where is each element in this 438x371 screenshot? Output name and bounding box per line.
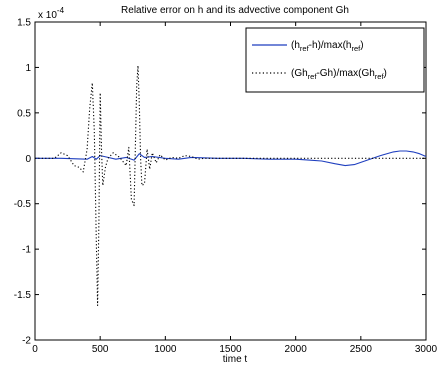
x-tick-label: 2500 (350, 344, 373, 355)
legend-h-part2: -h)/max(h (309, 40, 352, 51)
legend-h-part1: (h (291, 40, 300, 51)
y-tick-label: -1.5 (14, 290, 32, 301)
y-tick-label: -2 (22, 336, 31, 347)
series-line-gh-error (35, 65, 426, 307)
legend-gh-part3: ) (384, 68, 387, 79)
series-layer (35, 65, 427, 307)
y-tick-label: 0 (25, 154, 31, 165)
y-exponent-power: -4 (57, 6, 65, 15)
legend-entry-gh: (Ghref-Gh)/max(Ghref) (291, 68, 387, 81)
x-tick-label: 0 (32, 344, 38, 355)
legend-h-sub2: ref (351, 44, 361, 53)
y-axis-ticks: -2 -1.5 -1 -0.5 0 0.5 1 1.5 (14, 18, 426, 347)
y-exponent-label: x 10-4 (38, 6, 65, 21)
y-tick-label: 1 (25, 63, 31, 74)
y-tick-label: 1.5 (17, 18, 31, 29)
y-exponent-base: x 10 (38, 10, 57, 21)
legend-gh-part2: -Gh)/max(Gh (316, 68, 374, 79)
legend-gh-sub2: ref (375, 72, 385, 81)
y-tick-label: -0.5 (14, 199, 32, 210)
series-line-h-error (35, 150, 427, 167)
legend-entry-h: (href-h)/max(href) (291, 40, 364, 53)
x-axis-label: time t (223, 354, 248, 365)
legend-h-part3: ) (360, 40, 363, 51)
legend-box (245, 27, 425, 93)
x-axis-ticks: 0 500 1000 1500 2000 2500 3000 (32, 22, 438, 355)
legend-h-sub1: ref (300, 44, 310, 53)
legend-gh-part1: (Gh (291, 68, 308, 79)
y-tick-label: 0.5 (17, 108, 31, 119)
chart-title: Relative error on h and its advective co… (121, 5, 349, 16)
legend-gh-sub1: ref (308, 72, 318, 81)
x-tick-label: 1500 (219, 344, 242, 355)
x-tick-label: 3000 (415, 344, 438, 355)
legend: (href-h)/max(href) (Ghref-Gh)/max(Ghref) (245, 27, 425, 93)
x-tick-label: 500 (92, 344, 109, 355)
x-tick-label: 1000 (154, 344, 177, 355)
x-tick-label: 2000 (285, 344, 308, 355)
y-tick-label: -1 (22, 245, 31, 256)
